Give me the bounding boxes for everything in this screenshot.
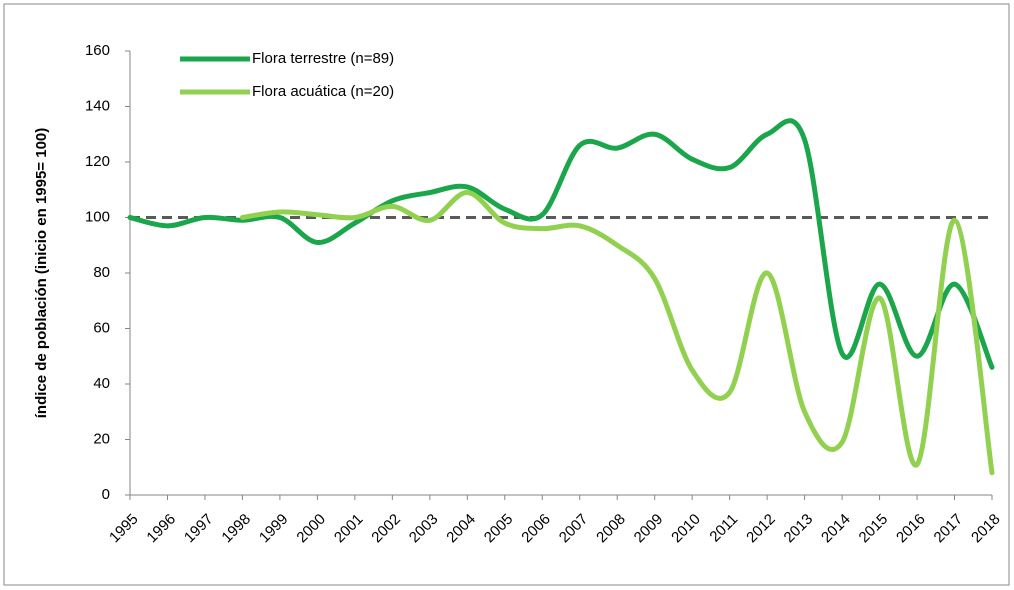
legend-label: Flora acuática (n=20) [252,83,394,100]
x-tick-label: 2012 [743,511,779,547]
x-tick-label: 2005 [481,511,517,547]
x-tick-label: 1998 [218,511,254,547]
x-tick-label: 2006 [518,511,554,547]
x-tick-label: 2009 [631,511,667,547]
x-tick-label: 2016 [893,511,929,547]
x-tick-label: 2010 [668,511,704,547]
y-tick-label: 60 [93,319,110,336]
x-tick-label: 2015 [856,511,892,547]
x-tick-label: 2018 [968,511,1004,547]
x-tick-label: 1999 [256,511,292,547]
x-tick-label: 1997 [181,511,217,547]
y-tick-label: 40 [93,375,110,392]
x-tick-label: 1995 [106,511,142,547]
x-tick-label: 2000 [293,511,329,547]
x-tick-label: 2003 [406,511,442,547]
series-line [127,118,995,370]
y-tick-label: 80 [93,264,110,281]
series-line [239,190,995,476]
x-tick-label: 2011 [706,511,741,546]
x-tick-label: 2002 [368,511,404,547]
x-tick-label: 2008 [593,511,629,547]
x-tick-label: 1996 [143,511,179,547]
y-tick-label: 20 [93,430,110,447]
legend-label: Flora terrestre (n=89) [252,50,394,67]
x-tick-label: 2001 [331,511,367,547]
y-tick-label: 140 [85,97,110,114]
x-tick-label: 2017 [931,511,967,547]
y-tick-label: 120 [85,153,110,170]
x-tick-label: 2007 [556,511,592,547]
y-axis-label: índice de población (inicio en 1995= 100… [33,128,50,419]
x-tick-label: 2014 [818,511,854,547]
y-tick-label: 100 [85,208,110,225]
y-tick-label: 160 [85,42,110,59]
y-tick-label: 0 [102,486,110,503]
x-tick-label: 2004 [443,511,479,547]
chart-frame [3,3,1010,586]
x-tick-label: 2013 [781,511,817,547]
